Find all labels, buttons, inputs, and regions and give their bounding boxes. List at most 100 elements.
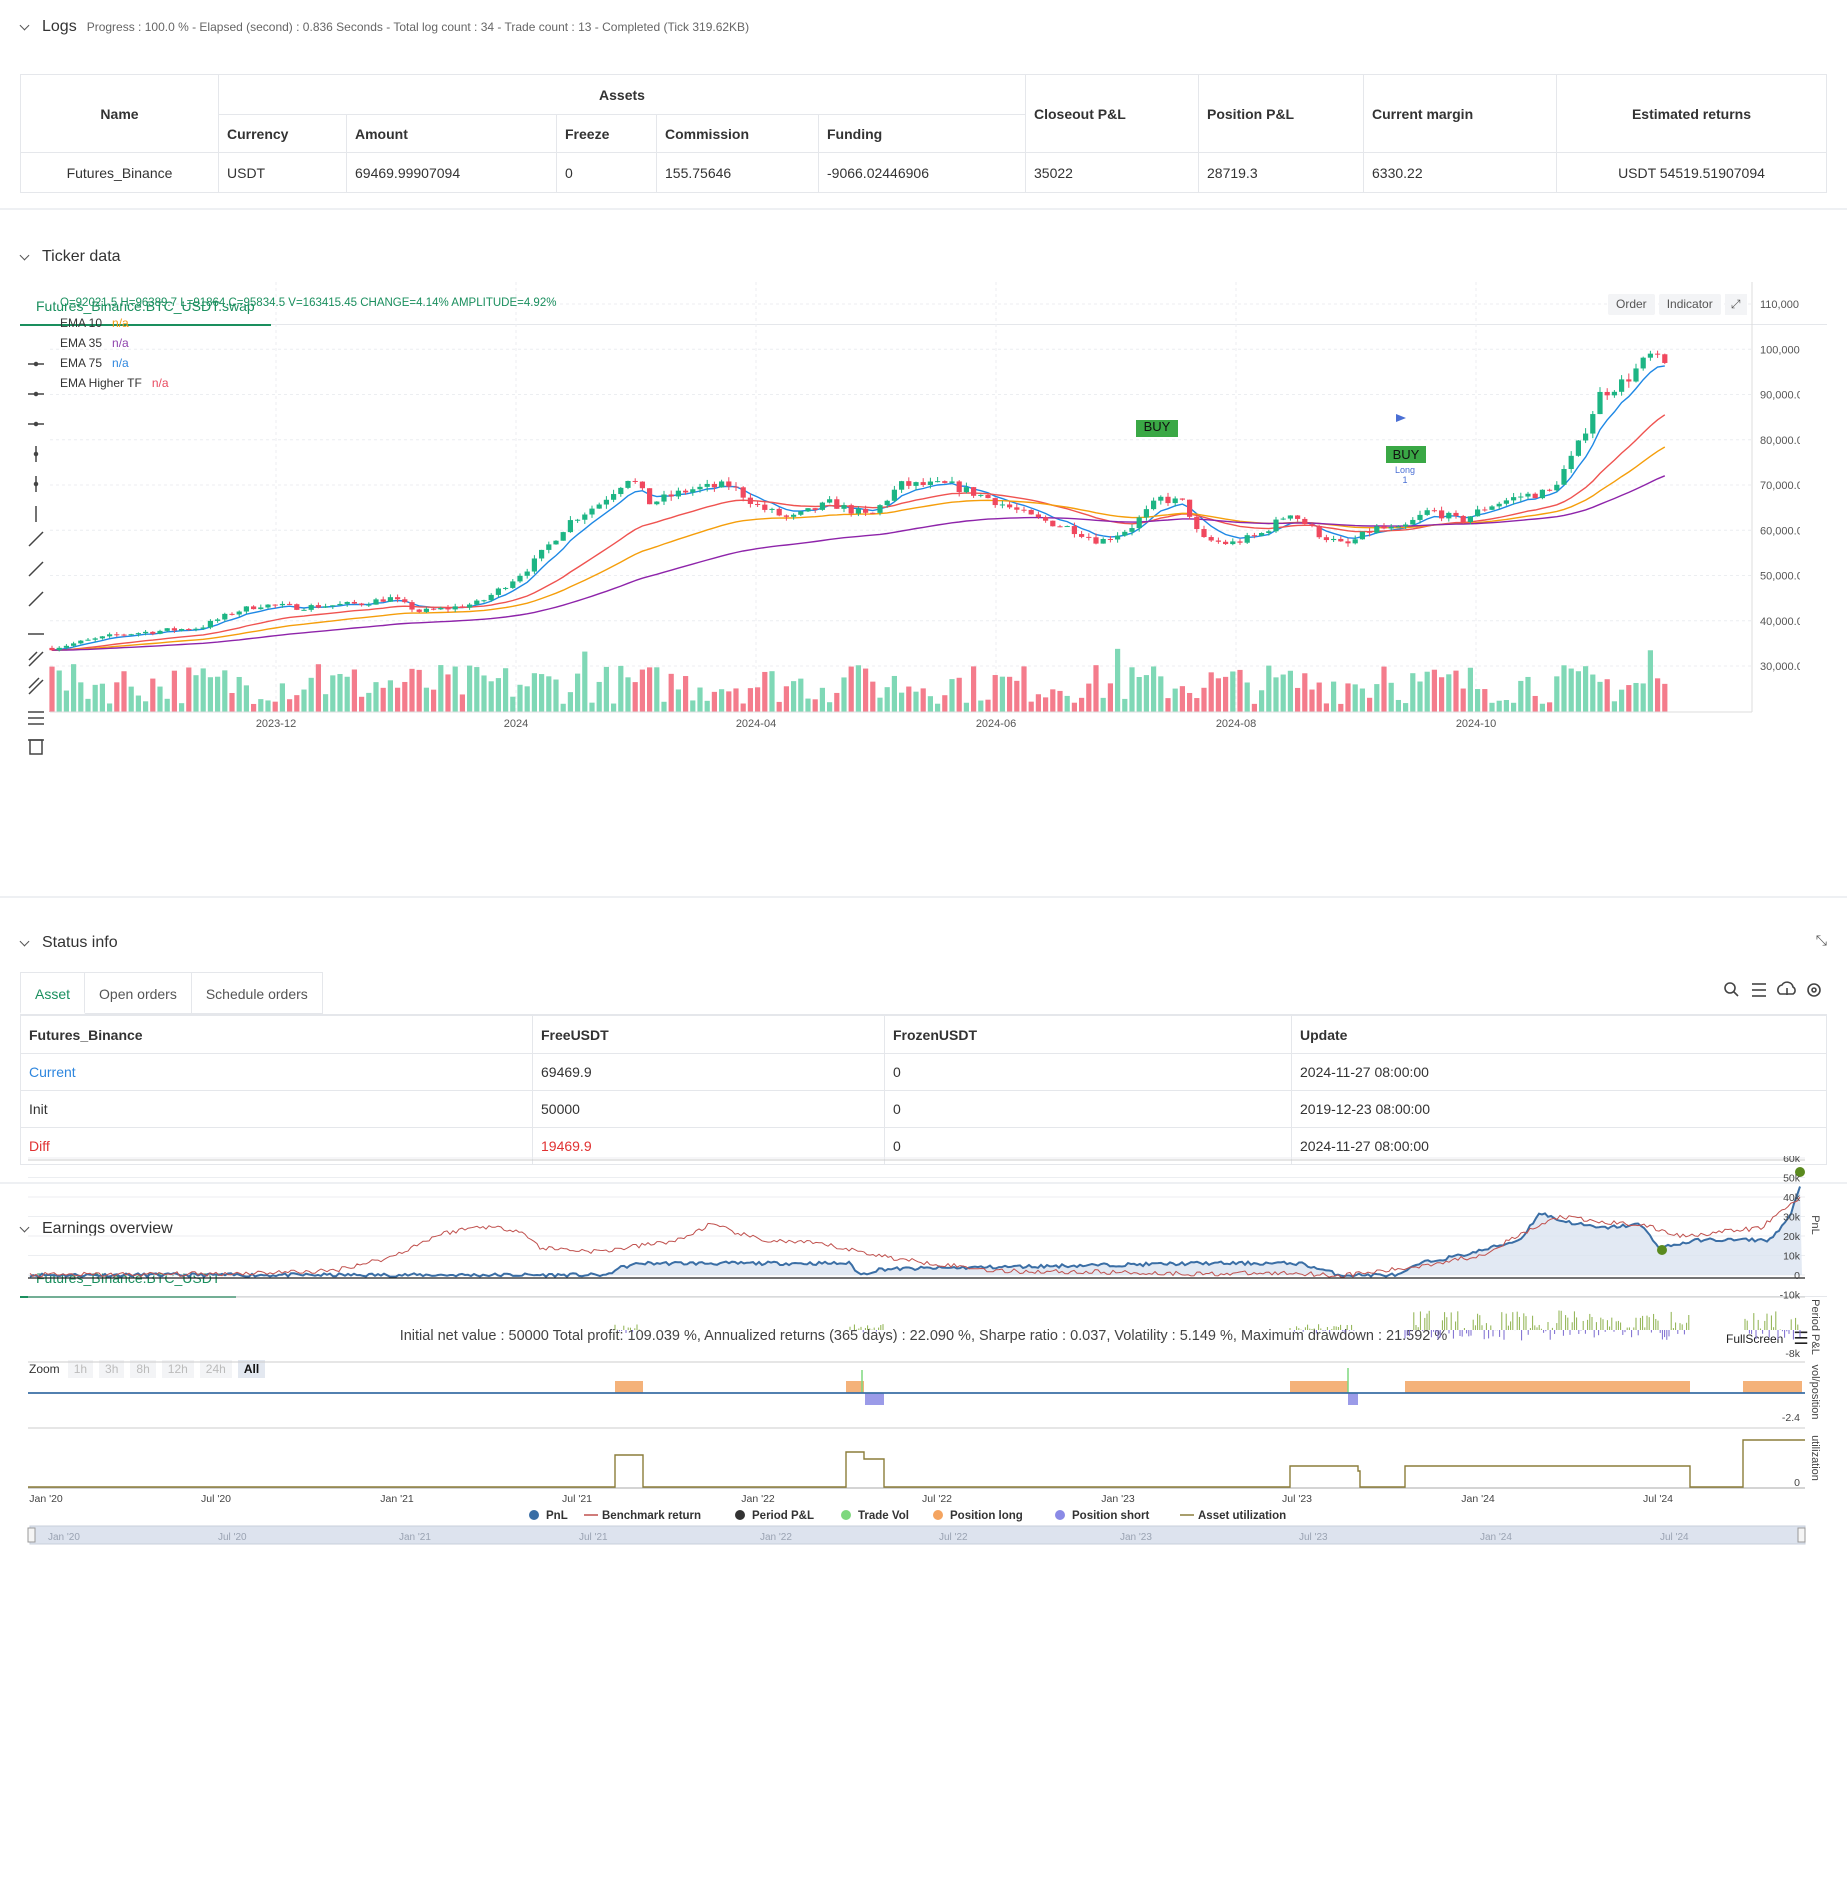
volume-bar	[1244, 682, 1250, 712]
volume-bar	[1554, 676, 1560, 712]
drawing-tools-icons[interactable]	[24, 350, 48, 780]
volume-bar	[1086, 683, 1092, 712]
zoom-12h[interactable]: 12h	[161, 1360, 194, 1378]
legend-ema10[interactable]: EMA 10 n/a	[60, 316, 129, 330]
candle-body	[1287, 515, 1293, 519]
price-tick-label: 30,000.00	[1760, 661, 1800, 673]
position-long-bar	[846, 1381, 864, 1393]
candle-body	[690, 489, 696, 493]
ticker-header[interactable]: Ticker data	[20, 248, 121, 266]
volume-bar	[467, 665, 473, 712]
menu-icon[interactable]: ☰	[1793, 1329, 1809, 1348]
candle-body	[510, 581, 516, 588]
volume-bar	[1496, 700, 1502, 712]
tab-schedule-orders[interactable]: Schedule orders	[191, 972, 323, 1014]
candle-body	[1251, 535, 1257, 537]
volume-bar	[1172, 688, 1178, 712]
order-button[interactable]: Order	[1608, 294, 1655, 315]
volume-bar	[1122, 698, 1128, 712]
table-row: Diff 19469.9 0 2024-11-27 08:00:00	[20, 1127, 1827, 1165]
legend-ema35[interactable]: EMA 35 n/a	[60, 336, 129, 350]
row-current-label[interactable]: Current	[20, 1053, 533, 1091]
volume-bar	[1467, 667, 1473, 712]
candle-body	[1259, 532, 1265, 536]
volume-bar	[798, 678, 804, 712]
candle-body	[135, 633, 141, 635]
candle-body	[834, 499, 840, 509]
candlestick-chart[interactable]: 110,000.00 100,000.00 90,000.00 80,000.00 70…	[0, 282, 1800, 762]
candle-body	[884, 500, 890, 506]
navigator-tick-label: Jul '22	[939, 1532, 968, 1543]
candle-body	[1338, 538, 1344, 542]
earnings-axes: 60k 50k 40k 30k 20k 10k 0 -10k -8k -2.4 0 PnL Period…	[29, 1156, 1821, 1543]
candle-body	[596, 504, 602, 509]
chevron-down-icon[interactable]	[20, 22, 30, 32]
volume-bar	[805, 698, 811, 712]
candle-body	[243, 606, 249, 612]
candle-body	[1374, 526, 1380, 533]
volume-bar	[1316, 682, 1322, 712]
earnings-header[interactable]: Earnings overview	[20, 1220, 173, 1238]
status-header[interactable]: Status info	[20, 934, 118, 952]
candle-body	[114, 634, 120, 636]
volume-bar	[251, 703, 257, 712]
indicator-button[interactable]: Indicator	[1658, 294, 1721, 315]
pnl-tick-label: -10k	[1780, 1290, 1801, 1302]
time-tick-label: Jan '22	[741, 1493, 775, 1505]
zoom-1h[interactable]: 1h	[67, 1360, 94, 1378]
col-free: FreeUSDT	[532, 1015, 885, 1054]
chevron-down-icon[interactable]	[20, 252, 30, 262]
panel-axis-label: Period P&L	[1809, 1299, 1821, 1355]
candle-body	[1367, 531, 1373, 533]
zoom-3h[interactable]: 3h	[99, 1360, 125, 1378]
cell: 2019-12-23 08:00:00	[1291, 1090, 1827, 1128]
buy-marker-2: BUY Long 1	[1386, 414, 1426, 485]
status-tabbar	[20, 1014, 1827, 1015]
candle-body	[503, 587, 509, 589]
chevron-down-icon[interactable]	[20, 938, 30, 948]
candle-body	[582, 514, 588, 520]
cell: 0	[884, 1053, 1292, 1091]
position-short-bar	[865, 1393, 884, 1405]
volume-bar	[1309, 689, 1315, 712]
candle-body	[1518, 496, 1524, 498]
earnings-chart[interactable]: 60k 50k 40k 30k 20k 10k 0 -10k -8k -2.4 0 PnL Period…	[0, 1156, 1847, 1856]
volume-bar	[1215, 678, 1221, 712]
tab-btc-swap[interactable]: Futures_Binance.BTC_USDT.swap	[20, 286, 271, 326]
candle-body	[359, 603, 365, 605]
candle-body	[1655, 353, 1661, 355]
expand-icon[interactable]: ⤢	[1724, 294, 1747, 315]
candle-body	[697, 486, 703, 490]
tab-open-orders[interactable]: Open orders	[85, 972, 192, 1014]
candle-body	[1093, 537, 1099, 544]
table-row: Futures_Binance USDT 69469.99907094 0 15…	[20, 152, 1827, 193]
volume-bar	[1273, 677, 1279, 712]
navigator-tick-label: Jul '21	[579, 1532, 608, 1543]
zoom-all[interactable]: All	[237, 1360, 266, 1378]
earnings-title: Earnings overview	[42, 1220, 173, 1237]
candle-body	[215, 619, 221, 621]
volume-bar	[488, 681, 494, 712]
candle-body	[431, 608, 437, 610]
collapse-icon[interactable]: ⤡	[1815, 932, 1827, 948]
candle-body	[783, 515, 789, 517]
candle-body	[589, 508, 595, 515]
volume-bar	[1064, 695, 1070, 712]
table-row: Init 50000 0 2019-12-23 08:00:00	[20, 1090, 1827, 1128]
tab-asset[interactable]: Asset	[20, 972, 86, 1014]
candle-body	[992, 498, 998, 506]
legend-label: Benchmark return	[602, 1510, 701, 1522]
legend-ema75[interactable]: EMA 75 n/a	[60, 356, 129, 370]
zoom-8h[interactable]: 8h	[130, 1360, 156, 1378]
zoom-24h[interactable]: 24h	[199, 1360, 232, 1378]
candle-body	[711, 483, 717, 488]
volume-bar	[445, 674, 451, 712]
legend-ema-higher[interactable]: EMA Higher TF n/a	[60, 376, 169, 390]
candle-body	[323, 606, 329, 608]
volume-bar	[243, 685, 249, 712]
status-toolbar-icons[interactable]	[1722, 980, 1832, 1000]
volume-bar	[618, 665, 624, 712]
logs-header[interactable]: Logs Progress : 100.0 % - Elapsed (secon…	[20, 18, 749, 36]
candle-body	[762, 504, 768, 510]
price-tick-label: 100,000.00	[1760, 344, 1800, 356]
